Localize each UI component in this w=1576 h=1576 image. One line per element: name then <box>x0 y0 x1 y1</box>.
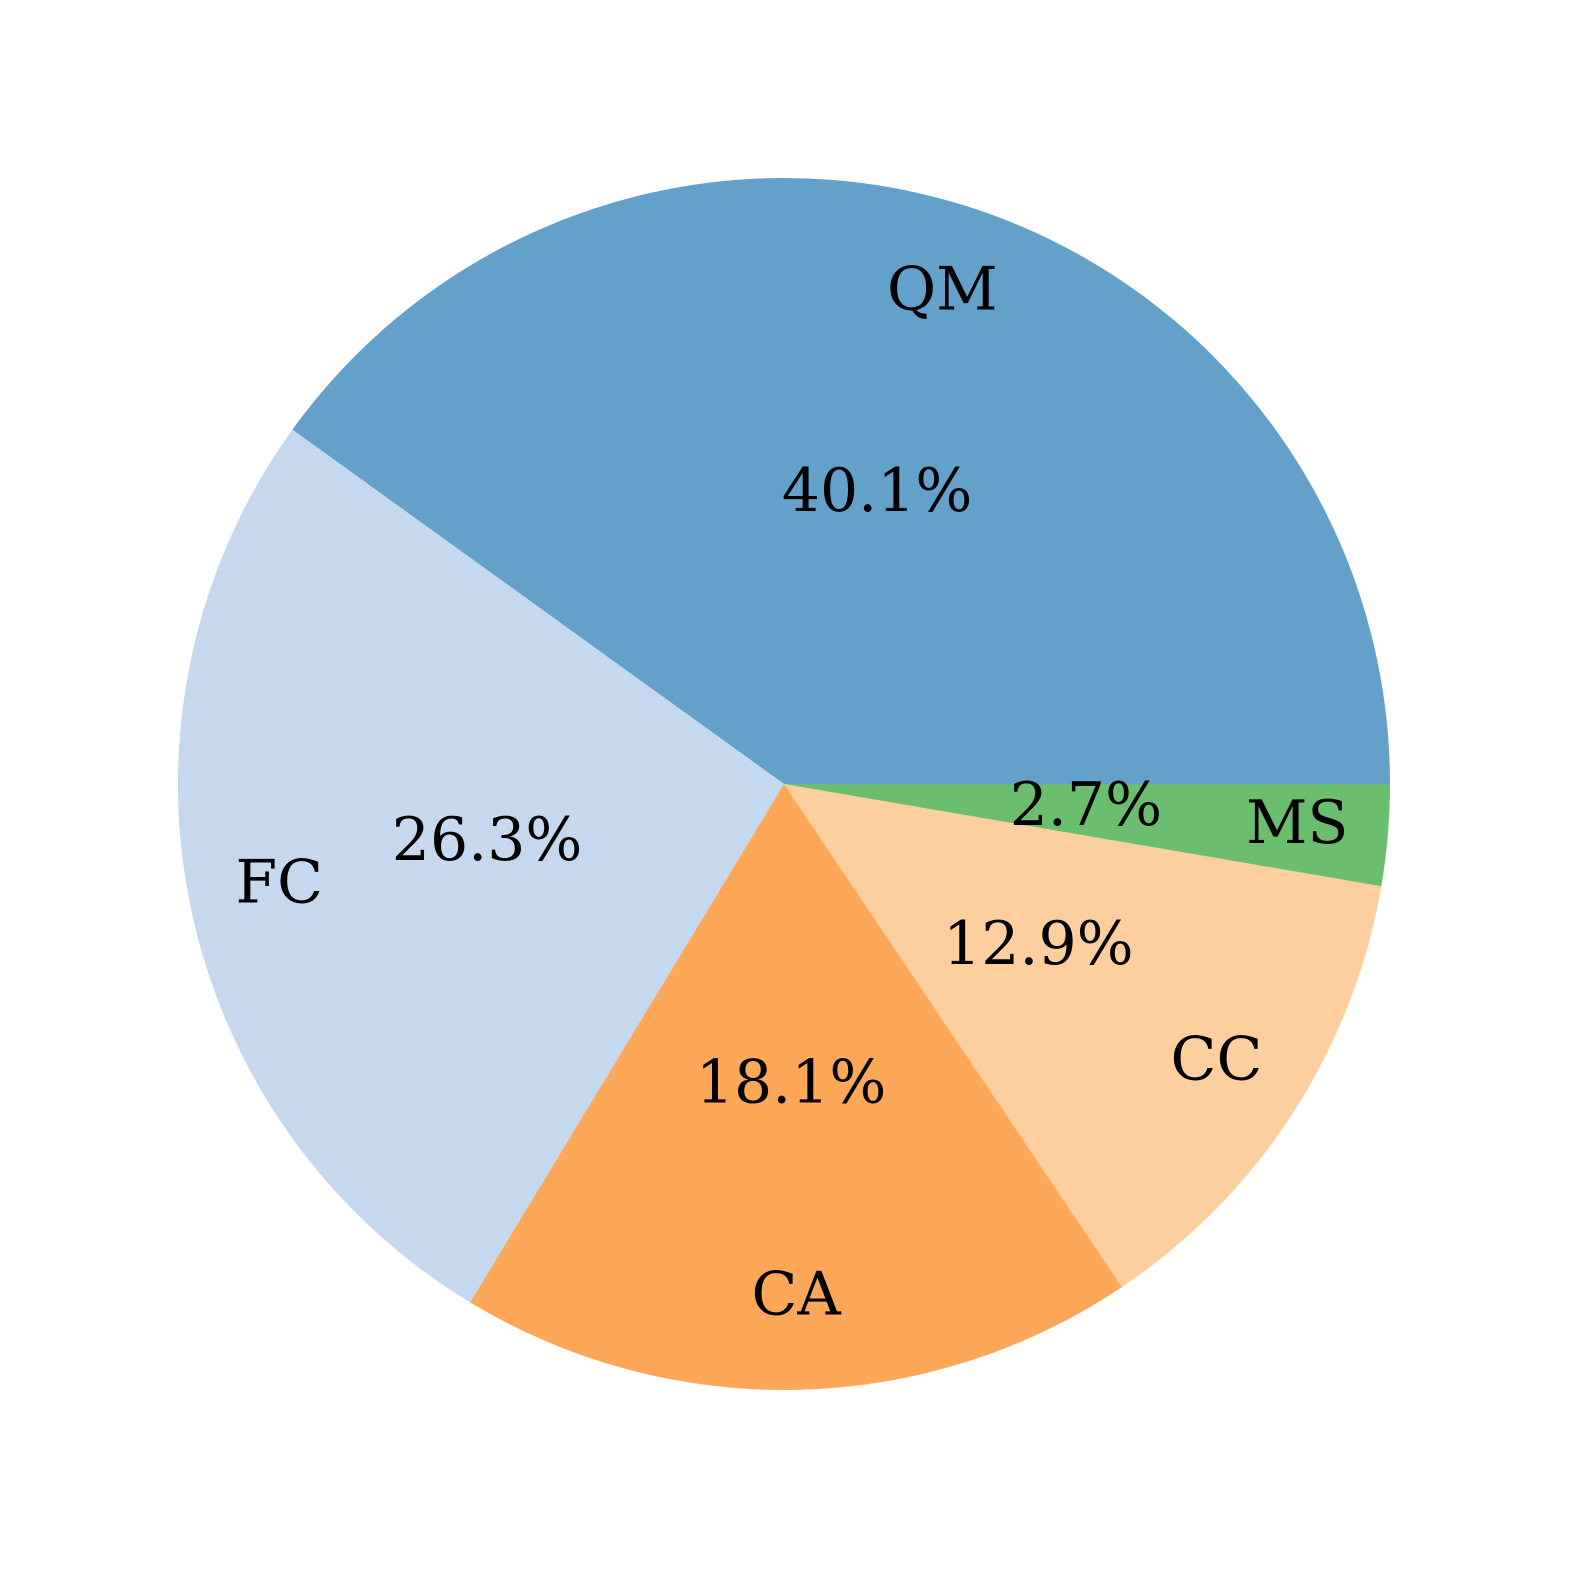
pie-slice <box>292 177 1390 785</box>
percent-label: 2.7% <box>1010 770 1162 840</box>
pie-slice <box>784 784 1382 1288</box>
percent-label: 40.1% <box>782 456 973 526</box>
slice-label: CA <box>751 1260 841 1330</box>
percent-label: 12.9% <box>943 909 1134 979</box>
percent-label: 26.3% <box>392 805 583 875</box>
slice-label: CC <box>1171 1024 1263 1094</box>
pie-slice <box>784 784 1390 887</box>
pie-slice <box>470 784 1122 1390</box>
pie-slice <box>177 429 784 1303</box>
slice-label: FC <box>235 847 323 917</box>
percent-label: 18.1% <box>696 1047 887 1117</box>
slice-label: MS <box>1246 788 1349 858</box>
slice-label: QM <box>887 254 998 324</box>
